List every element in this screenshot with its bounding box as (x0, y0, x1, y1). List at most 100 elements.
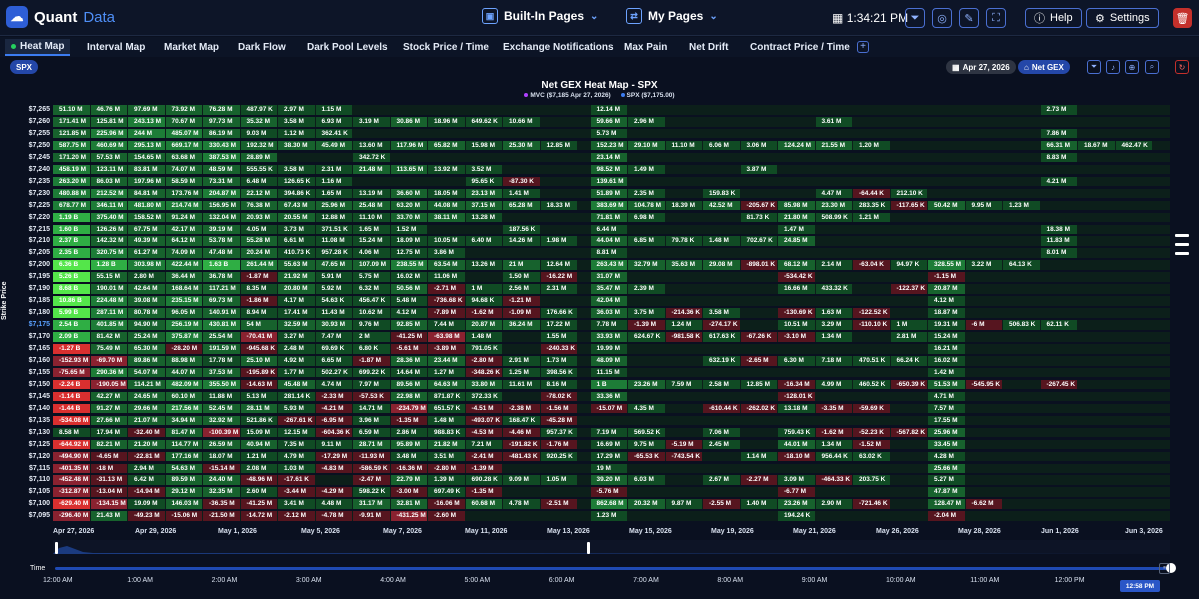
heatmap-cell[interactable]: 9.75 M (628, 439, 665, 450)
heatmap-cell[interactable]: 152.23 M (590, 140, 628, 151)
heatmap-cell[interactable]: 197.96 M (128, 176, 165, 187)
heatmap-cell[interactable]: 17.94 M (90, 427, 128, 438)
heatmap-cell[interactable]: -267.61 K (278, 415, 315, 426)
heatmap-cell[interactable]: 65.82 M (428, 140, 465, 151)
heatmap-cell[interactable]: -1.27 B (53, 344, 90, 354)
heatmap-cell[interactable]: -110.10 K (853, 320, 890, 330)
heatmap-cell[interactable]: 95.65 K (465, 176, 503, 187)
legend-item-mvc[interactable]: MVC ($7,185 Apr 27, 2026) (524, 92, 611, 99)
heatmap-cell[interactable]: -1.35 M (390, 415, 428, 426)
heatmap-cell[interactable]: 8.94 M (240, 308, 278, 318)
heatmap-cell[interactable]: 481.80 M (128, 200, 165, 211)
heatmap-cell[interactable]: 54.07 M (128, 367, 165, 378)
heatmap-cell[interactable]: 66.24 K (890, 355, 928, 366)
heatmap-cell[interactable]: -14.63 M (240, 379, 278, 390)
heatmap-cell[interactable]: 4.92 M (278, 355, 315, 366)
heatmap-cell[interactable]: 7.47 M (315, 332, 353, 342)
heatmap-cell[interactable]: 212.52 M (90, 188, 128, 199)
heatmap-cell[interactable]: 18.96 M (428, 116, 465, 127)
heatmap-cell[interactable]: 1.42 M (928, 367, 965, 378)
heatmap-cell[interactable]: 1.15 M (315, 105, 353, 115)
heatmap-cell[interactable]: 62.11 K (1040, 320, 1078, 330)
heatmap-cell[interactable]: 154.65 M (128, 152, 165, 163)
heatmap-cell[interactable]: 1.65 M (315, 188, 353, 199)
heatmap-cell[interactable]: 225.96 M (90, 128, 128, 139)
heatmap-cell[interactable]: -69.70 M (90, 355, 128, 366)
heatmap-cell[interactable]: 12.64 M (540, 260, 578, 270)
heatmap-cell[interactable]: 598.22 K (353, 487, 390, 497)
heatmap-cell[interactable]: 32.92 M (203, 415, 240, 426)
heatmap-cell[interactable]: 1.23 M (1003, 200, 1040, 211)
heatmap-cell[interactable]: 18.67 M (1078, 140, 1115, 151)
heatmap-cell[interactable]: -2.60 M (428, 511, 465, 521)
heatmap-cell[interactable]: 375.87 M (165, 332, 203, 342)
heatmap-cell[interactable]: 17.78 M (203, 355, 240, 366)
heatmap-cell[interactable]: 52.45 M (203, 403, 240, 414)
heatmap-cell[interactable]: 30.93 M (315, 320, 353, 330)
heatmap-cell[interactable]: 194.24 K (778, 511, 815, 521)
heatmap-cell[interactable]: 1.14 M (740, 451, 778, 462)
heatmap-cell[interactable]: 55.63 M (278, 260, 315, 270)
heatmap-cell[interactable]: 2.56 M (503, 284, 540, 294)
heatmap-cell[interactable]: 192.32 M (240, 140, 278, 151)
heatmap-cell[interactable]: 217.56 M (165, 403, 203, 414)
heatmap-cell[interactable]: 7.21 M (465, 439, 503, 450)
heatmap-cell[interactable]: 2.48 M (278, 344, 315, 354)
heatmap-cell[interactable]: 2.81 M (890, 332, 928, 342)
heatmap-cell[interactable]: -2.33 M (315, 391, 353, 402)
heatmap-cell[interactable]: 1.23 M (590, 511, 628, 521)
heatmap-cell[interactable]: 7.78 M (590, 320, 628, 330)
filter-button[interactable]: ⏷ (1087, 60, 1101, 74)
heatmap-cell[interactable]: 190.01 M (90, 284, 128, 294)
heatmap-cell[interactable]: 25.48 M (353, 200, 390, 211)
heatmap-cell[interactable]: 94.90 M (128, 320, 165, 330)
heatmap-cell[interactable]: 19.99 M (590, 344, 628, 354)
heatmap-cell[interactable]: 7.06 M (703, 427, 740, 438)
heatmap-cell[interactable]: -78.02 K (540, 391, 578, 402)
heatmap-cell[interactable]: 17.29 M (590, 451, 628, 462)
add-tab-button[interactable]: + (857, 41, 869, 53)
heatmap-cell[interactable]: 2.14 M (815, 260, 853, 270)
heatmap-cell[interactable]: 10.66 M (503, 116, 540, 127)
heatmap-cell[interactable]: 91.24 M (165, 212, 203, 223)
heatmap-cell[interactable]: 7.35 M (278, 439, 315, 450)
heatmap-cell[interactable]: 487.97 K (240, 105, 278, 115)
heatmap-cell[interactable]: -4.51 M (465, 403, 503, 414)
heatmap-cell[interactable]: 690.28 K (465, 475, 503, 486)
heatmap-cell[interactable]: 7.86 M (1040, 128, 1078, 139)
heatmap-cell[interactable]: 73.31 M (203, 176, 240, 187)
heatmap-cell[interactable]: 3.73 M (278, 224, 315, 235)
heatmap-cell[interactable]: 97.73 M (203, 116, 240, 127)
heatmap-cell[interactable]: 97.69 M (128, 105, 165, 115)
heatmap-cell[interactable]: 355.50 M (203, 379, 240, 390)
heatmap-cell[interactable]: 113.65 M (390, 164, 428, 175)
heatmap-cell[interactable]: 121.85 M (53, 128, 90, 139)
time-slider-knob[interactable] (1166, 563, 1176, 573)
heatmap-cell[interactable]: -31.13 M (90, 475, 128, 486)
heatmap-cell[interactable]: 342.72 K (353, 152, 390, 163)
heatmap-cell[interactable]: 243.13 M (128, 116, 165, 127)
heatmap-cell[interactable]: 649.62 K (465, 116, 503, 127)
heatmap-cell[interactable]: -36.35 M (203, 499, 240, 509)
heatmap-cell[interactable]: 21.07 M (128, 415, 165, 426)
heatmap-cell[interactable]: 171.20 M (53, 152, 90, 163)
heatmap-cell[interactable]: 2.96 M (628, 116, 665, 127)
heatmap-cell[interactable]: -898.01 K (740, 260, 778, 270)
heatmap-cell[interactable]: 261.44 M (240, 260, 278, 270)
heatmap-cell[interactable]: 117.96 M (390, 140, 428, 151)
heatmap-cell[interactable]: -267.45 K (1040, 379, 1078, 390)
heatmap-cell[interactable]: 1.34 M (815, 439, 853, 450)
heatmap-cell[interactable]: 35.63 M (665, 260, 703, 270)
heatmap-cell[interactable]: -1.87 M (353, 355, 390, 366)
heatmap-cell[interactable]: 30.86 M (390, 116, 428, 127)
heatmap-cell[interactable]: 398.56 K (540, 367, 578, 378)
heatmap-cell[interactable]: -21.50 M (203, 511, 240, 521)
heatmap-cell[interactable]: 862.68 M (590, 499, 628, 509)
heatmap-cell[interactable]: 139.61 M (590, 176, 628, 187)
heatmap-cell[interactable]: 44.01 M (778, 439, 815, 450)
heatmap-cell[interactable]: 69.69 K (315, 344, 353, 354)
heatmap-cell[interactable]: 18.05 M (428, 188, 465, 199)
heatmap-cell[interactable]: -18.10 M (778, 451, 815, 462)
heatmap-cell[interactable]: 1.65 M (353, 224, 390, 235)
heatmap-cell[interactable]: -9.91 M (353, 511, 390, 521)
